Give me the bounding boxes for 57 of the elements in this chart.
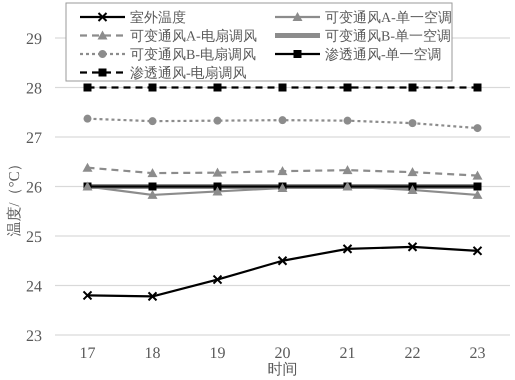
point [214,84,222,92]
point [148,190,158,199]
y-axis-title: 温度/（°C） [6,156,23,237]
y-tick-label: 24 [26,278,42,296]
x-tick-label: 22 [404,345,420,362]
point [408,119,416,128]
point [474,84,482,92]
x-tick-label: 17 [80,345,96,362]
point [474,124,482,132]
x-tick-label: 20 [274,345,290,362]
y-tick-label: 28 [26,80,42,98]
y-tick-label: 25 [26,229,42,246]
point [342,244,352,254]
point [472,190,482,199]
point [278,116,286,124]
y-tick-label: 27 [26,130,42,147]
point [472,170,482,180]
point [408,84,416,92]
x-tick-label: 21 [340,345,356,362]
point [344,84,352,92]
point [278,256,288,266]
point [212,274,222,285]
legend-label: 可变通风B-单一空调 [325,28,451,44]
point [82,290,92,300]
point [408,184,418,194]
y-tick-label: 26 [26,180,42,196]
point [84,84,92,92]
legend-label: 渗透通风-单一空调 [325,47,442,63]
legend-label: 可变通风A-电扇调风 [130,28,257,44]
point [278,166,288,176]
point [278,84,286,92]
legend-label: 渗透通风-电扇调风 [130,66,247,82]
y-tick-label: 23 [26,328,42,345]
point [408,242,418,252]
legend-label: 室外温度 [130,10,186,26]
point [148,291,158,302]
point [342,165,352,174]
point [408,167,418,176]
x-tick-label: 19 [210,345,226,362]
point [212,186,222,196]
point [84,114,92,123]
point [474,182,482,190]
point [148,182,156,190]
point [148,84,156,92]
y-tick-label: 29 [26,31,42,48]
point [344,116,352,125]
legend-label: 可变通风A-单一空调 [325,10,452,26]
point [214,116,222,125]
legend-label: 可变通风B-电扇调风 [130,47,256,63]
point [472,246,482,256]
point [148,168,158,178]
point [212,168,222,177]
x-tick-label: 23 [470,345,486,362]
point [82,162,92,172]
x-axis-title: 时间 [268,361,298,378]
x-tick-label: 18 [144,345,160,362]
point [148,117,156,126]
